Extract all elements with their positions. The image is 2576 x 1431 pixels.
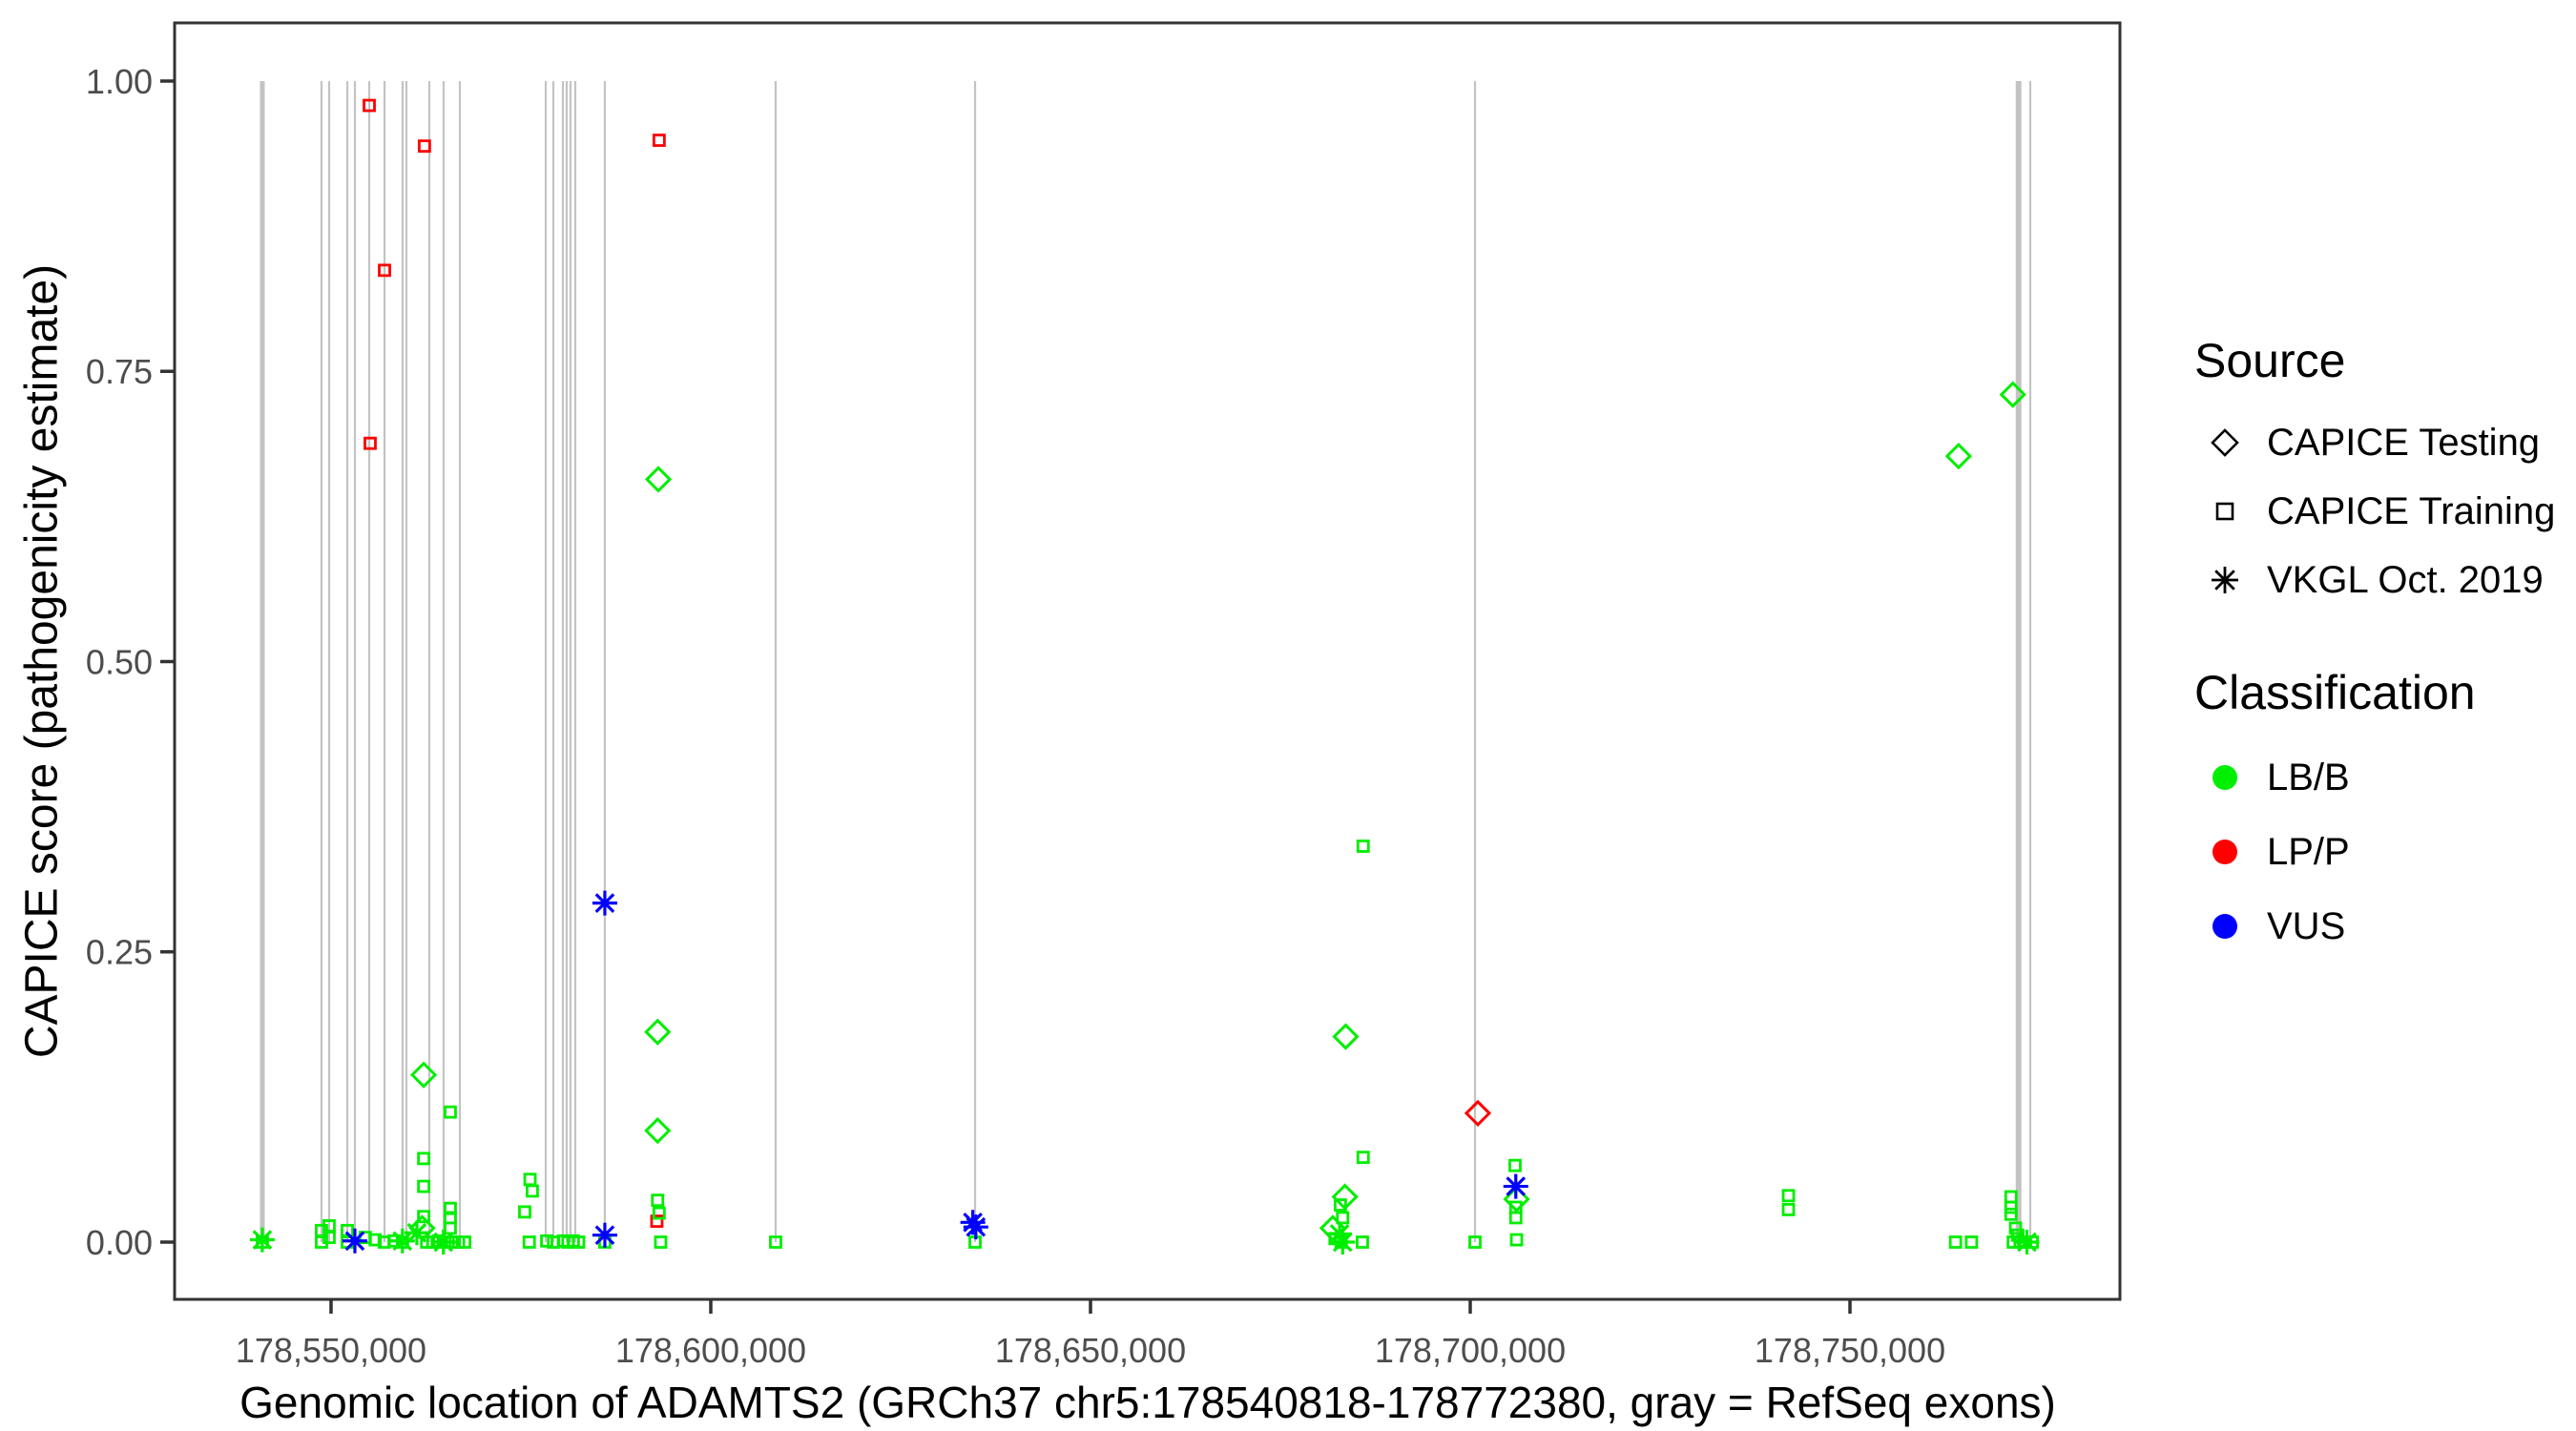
point-training-square	[1781, 1203, 1796, 1216]
green-dot-icon	[2194, 753, 2255, 802]
legend-item-lbb: LB/B	[2194, 740, 2566, 815]
x-tick-label: 178,700,000	[1375, 1331, 1566, 1370]
point-training-square	[2004, 1200, 2018, 1214]
point-training-square	[1964, 1235, 1979, 1249]
legend-classification-title: Classification	[2194, 666, 2476, 719]
point-training-square	[522, 1235, 536, 1249]
point-training-square	[2008, 1221, 2023, 1235]
point-training-square	[363, 98, 376, 113]
point-training-square	[2004, 1190, 2018, 1204]
diamond-icon	[2194, 418, 2255, 467]
point-training-square	[540, 1234, 553, 1248]
point-training-square	[571, 1235, 586, 1249]
point-training-square	[1356, 840, 1370, 853]
point-training-square	[518, 1205, 531, 1219]
blue-dot-icon	[2194, 902, 2255, 951]
y-tick-label: 0.00	[86, 1223, 153, 1262]
point-training-square	[526, 1184, 539, 1198]
point-testing-diamond	[644, 1117, 672, 1145]
point-training-square	[417, 139, 431, 154]
legend-item-label: LB/B	[2267, 756, 2350, 798]
point-vkgl-asterisk	[963, 1214, 988, 1240]
point-training-square	[417, 1151, 430, 1166]
y-axis-title: CAPICE score (pathogenicity estimate)	[16, 263, 68, 1059]
point-vkgl-asterisk	[1327, 1221, 1353, 1247]
red-dot-icon	[2194, 827, 2255, 877]
point-training-square	[368, 1233, 383, 1247]
point-vkgl-asterisk	[404, 1220, 429, 1246]
point-training-square	[322, 1231, 336, 1245]
point-training-square	[769, 1235, 782, 1249]
point-training-square	[652, 1206, 666, 1220]
legend-item-lpp: LP/P	[2194, 815, 2566, 889]
legend-item-label: VUS	[2267, 904, 2346, 947]
legend: Source CAPICE Testing CAPICE Training	[2194, 336, 2566, 964]
x-tick-label: 178,750,000	[1755, 1331, 1945, 1370]
point-testing-diamond	[1332, 1023, 1360, 1050]
point-vkgl-asterisk	[592, 890, 617, 916]
point-testing-diamond	[1999, 381, 2026, 408]
legend-item-vkgl: VKGL Oct. 2019	[2194, 546, 2566, 614]
point-testing-diamond	[1464, 1099, 1492, 1128]
point-testing-diamond	[1944, 442, 1972, 470]
point-training-square	[378, 263, 391, 278]
point-training-square	[523, 1172, 537, 1187]
point-training-square	[1333, 1198, 1347, 1212]
point-training-square	[654, 1235, 668, 1249]
point-testing-diamond	[644, 1018, 672, 1046]
y-tick-label: 1.00	[86, 62, 153, 101]
point-training-square	[417, 1179, 430, 1193]
point-training-square	[2004, 1207, 2018, 1221]
legend-item-capice-training: CAPICE Training	[2194, 477, 2566, 546]
point-vkgl-asterisk	[430, 1230, 456, 1255]
y-tick-label: 0.25	[86, 933, 153, 972]
point-vkgl-asterisk	[1503, 1173, 1528, 1199]
point-training-square	[444, 1105, 457, 1119]
x-tick-label: 178,650,000	[995, 1331, 1186, 1370]
point-training-square	[1508, 1211, 1523, 1225]
point-testing-diamond	[1331, 1183, 1359, 1211]
panel-border	[173, 21, 2122, 1301]
point-training-square	[650, 1214, 664, 1228]
legend-item-vus: VUS	[2194, 889, 2566, 964]
point-training-square	[364, 436, 377, 450]
point-training-square	[651, 1193, 665, 1208]
legend-source-title: Source	[2194, 334, 2346, 387]
y-tick-label: 0.75	[86, 352, 153, 391]
legend-item-label: CAPICE Testing	[2267, 421, 2541, 464]
legend-item-capice-testing: CAPICE Testing	[2194, 408, 2566, 477]
legend-spacer	[2194, 614, 2566, 668]
point-training-square	[1508, 1158, 1522, 1172]
asterisk-icon	[2194, 555, 2255, 605]
point-testing-diamond	[409, 1061, 438, 1089]
square-icon	[2194, 487, 2255, 536]
point-vkgl-asterisk	[592, 1222, 617, 1248]
point-training-square	[444, 1221, 457, 1235]
point-testing-diamond	[644, 466, 673, 493]
point-training-square	[1948, 1235, 1963, 1249]
point-training-square	[1356, 1235, 1369, 1249]
point-vkgl-asterisk	[1330, 1230, 1356, 1255]
legend-item-label: LP/P	[2267, 830, 2350, 873]
point-vkgl-asterisk	[2014, 1230, 2040, 1255]
y-tick-label: 0.50	[86, 642, 153, 681]
point-training-square	[1336, 1211, 1350, 1225]
point-training-square	[458, 1235, 471, 1249]
legend-item-label: VKGL Oct. 2019	[2267, 558, 2544, 601]
point-vkgl-asterisk	[389, 1228, 415, 1254]
point-training-square	[1509, 1233, 1524, 1247]
point-training-square	[1781, 1189, 1796, 1203]
x-tick-label: 178,550,000	[236, 1331, 426, 1370]
point-training-square	[417, 1210, 430, 1224]
point-training-square	[652, 134, 666, 147]
x-tick-label: 178,600,000	[615, 1331, 806, 1370]
point-vkgl-asterisk	[342, 1228, 367, 1254]
x-axis-title: Genomic location of ADAMTS2 (GRCh37 chr5…	[239, 1378, 2056, 1427]
point-vkgl-asterisk	[249, 1227, 275, 1253]
legend-item-label: CAPICE Training	[2267, 489, 2556, 532]
point-training-square	[1468, 1235, 1482, 1249]
point-training-square	[1356, 1151, 1370, 1165]
